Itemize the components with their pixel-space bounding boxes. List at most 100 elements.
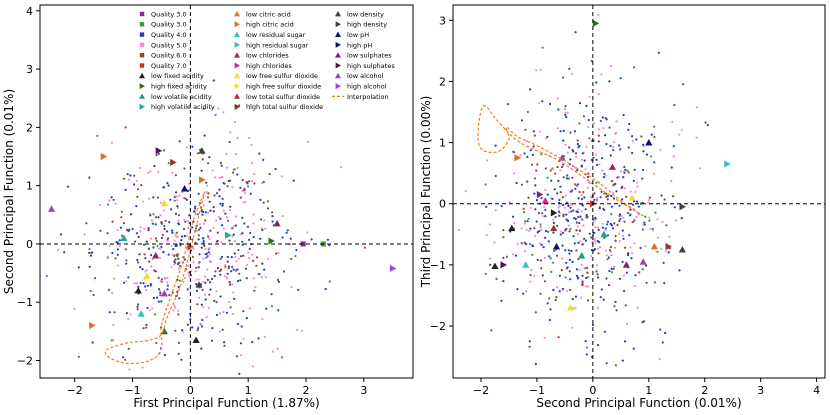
scatter-point xyxy=(233,297,236,300)
scatter-point xyxy=(174,306,177,309)
scatter-point xyxy=(610,65,613,68)
scatter-point xyxy=(585,104,588,107)
scatter-point xyxy=(234,255,237,258)
scatter-point xyxy=(634,190,637,193)
scatter-point xyxy=(122,177,126,180)
scatter-point xyxy=(108,199,111,202)
legend-label: Quality 3.0 xyxy=(151,21,187,29)
scatter-point xyxy=(485,205,488,208)
scatter-point xyxy=(206,255,209,258)
scatter-point xyxy=(500,205,503,208)
scatter-point xyxy=(194,205,197,208)
scatter-point xyxy=(642,143,645,146)
scatter-point xyxy=(160,222,163,225)
scatter-point xyxy=(583,266,586,269)
scatter-point xyxy=(145,240,148,243)
scatter-point xyxy=(565,267,569,270)
scatter-point xyxy=(574,183,577,186)
scatter-point xyxy=(484,272,487,275)
scatter-point xyxy=(124,248,127,251)
scatter-point xyxy=(152,296,155,300)
scatter-point xyxy=(568,146,571,149)
legend-swatch xyxy=(335,72,341,79)
scatter-point xyxy=(552,261,555,264)
scatter-point xyxy=(223,275,226,278)
scatter-point xyxy=(606,220,610,223)
scatter-point xyxy=(537,212,541,215)
scatter-point xyxy=(151,307,154,310)
scatter-point xyxy=(157,170,160,173)
scatter-point xyxy=(536,231,539,234)
feature-marker xyxy=(508,224,516,232)
scatter-point xyxy=(276,278,280,281)
scatter-point xyxy=(204,211,207,214)
scatter-point xyxy=(127,178,130,181)
scatter-point xyxy=(604,174,608,177)
scatter-point xyxy=(563,206,567,209)
scatter-point xyxy=(631,252,634,255)
scatter-point xyxy=(539,225,542,228)
scatter-point xyxy=(214,113,217,116)
scatter-point xyxy=(171,291,174,294)
scatter-point xyxy=(85,222,88,225)
scatter-point xyxy=(226,185,229,188)
scatter-point xyxy=(566,289,569,292)
scatter-point xyxy=(107,255,110,258)
scatter-point xyxy=(642,222,645,226)
scatter-point xyxy=(191,326,194,329)
scatter-point xyxy=(543,256,546,259)
scatter-point xyxy=(306,140,309,143)
scatter-point xyxy=(489,263,492,266)
scatter-point xyxy=(578,222,581,225)
legend: Quality 3.0 Quality 3.0 Quality 4.0 Quality… xyxy=(139,10,395,111)
feature-marker xyxy=(170,158,177,166)
scatter-point xyxy=(233,252,236,255)
scatter-point xyxy=(557,179,560,182)
scatter-point xyxy=(524,128,527,131)
legend-swatch xyxy=(234,41,240,48)
scatter-point xyxy=(232,268,235,271)
scatter-point xyxy=(658,358,661,361)
legend-label: high citric acid xyxy=(246,21,294,29)
scatter-point xyxy=(135,282,139,285)
scatter-point xyxy=(623,171,626,174)
scatter-point xyxy=(271,350,274,353)
scatter-point xyxy=(191,145,194,148)
scatter-point xyxy=(561,244,564,247)
scatter-point xyxy=(614,364,618,367)
scatter-point xyxy=(682,83,685,86)
scatter-point xyxy=(571,297,574,301)
scatter-point xyxy=(177,313,180,316)
scatter-point xyxy=(281,236,284,239)
scatter-point xyxy=(559,185,562,188)
scatter-point xyxy=(266,200,269,203)
scatter-point xyxy=(201,280,204,283)
scatter-point xyxy=(488,223,491,226)
scatter-point xyxy=(568,258,572,261)
scatter-point xyxy=(171,231,174,234)
scatter-point xyxy=(209,209,212,212)
legend-label: high sulphates xyxy=(347,62,395,70)
scatter-point xyxy=(515,181,518,185)
scatter-point xyxy=(172,248,175,251)
scatter-point xyxy=(648,198,651,202)
scatter-point xyxy=(559,169,562,172)
x-tick-label: 2 xyxy=(701,384,708,397)
scatter-point xyxy=(197,262,200,265)
scatter-point xyxy=(275,252,278,255)
scatter-point xyxy=(597,140,600,143)
scatter-point xyxy=(551,197,554,200)
scatter-point xyxy=(216,267,220,270)
scatter-point xyxy=(164,277,167,280)
scatter-point xyxy=(150,265,153,268)
scatter-point xyxy=(163,227,166,231)
left-plot: −2 −1 0 1 2 3 −2 −1 0 1 2 3 4 First Principal Funct… xyxy=(2,4,414,410)
scatter-point xyxy=(219,257,222,260)
scatter-point xyxy=(129,313,132,316)
scatter-point xyxy=(493,241,496,244)
scatter-point xyxy=(598,246,602,249)
scatter-point xyxy=(634,274,637,277)
legend-label: low fixed acidity xyxy=(151,72,204,80)
scatter-point xyxy=(219,161,222,164)
scatter-point xyxy=(600,190,603,193)
